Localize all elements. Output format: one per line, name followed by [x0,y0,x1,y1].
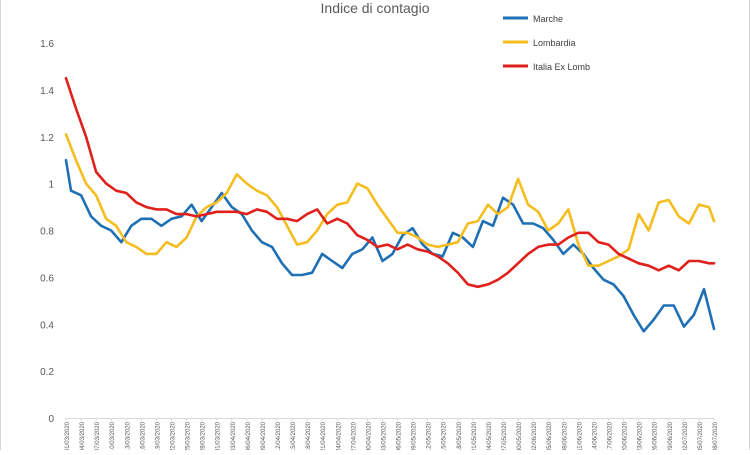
x-tick-label: 03/04/2020 [231,421,237,450]
y-tick-label: 1.6 [40,39,54,50]
x-axis: 01/03/2020 04/03/2020 07/03/2020 10/03/2020… [65,418,719,452]
x-tick-label: 05/06/2020 [547,421,553,450]
x-tick-label: 14/06/2020 [592,421,598,450]
x-tick-label: 23/06/2020 [638,421,644,450]
x-tick-label: 05/07/2020 [698,421,704,450]
chart-title: Indice di contagio [321,0,430,16]
y-tick-label: 0.8 [40,227,54,238]
x-tick-label: 24/05/2020 [487,421,493,450]
x-tick-label: 02/06/2020 [532,421,538,450]
y-tick-label: 0.6 [40,273,54,284]
x-tick-label: 06/04/2020 [246,421,252,450]
x-tick-label: 16/03/2020 [140,421,146,450]
x-tick-label: 03/05/2020 [381,421,387,450]
x-tick-label: 31/03/2020 [216,421,222,450]
x-tick-label: 30/05/2020 [517,421,523,450]
x-tick-label: 27/04/2020 [351,421,357,450]
series-line-marche [64,158,716,333]
x-tick-label: 08/07/2020 [713,421,719,450]
x-tick-label: 24/04/2020 [336,421,342,450]
x-tick-label: 15/05/2020 [442,421,448,450]
x-tick-label: 21/05/2020 [472,421,478,450]
x-tick-label: 26/06/2020 [653,421,659,450]
series-line-lombardia [64,133,716,267]
x-tick-label: 30/04/2020 [366,421,372,450]
x-tick-label: 17/06/2020 [608,421,614,450]
y-tick-label: 1.2 [40,133,54,144]
x-tick-label: 20/06/2020 [623,421,629,450]
series-line-italia-ex-lomb [64,76,716,289]
x-tick-label: 28/03/2020 [201,421,207,450]
x-tick-label: 13/03/2020 [125,421,131,450]
x-tick-label: 09/05/2020 [412,421,418,450]
y-tick-label: 0 [48,414,54,425]
x-tick-label: 11/06/2020 [577,421,583,450]
x-tick-label: 07/03/2020 [95,421,101,450]
y-axis: 0 0.2 0.4 0.6 0.8 1 1.2 1.4 1.6 [40,39,54,425]
x-tick-label: 02/07/2020 [683,421,689,450]
x-tick-label: 09/04/2020 [261,421,267,450]
x-tick-label: 29/06/2020 [668,421,674,450]
x-tick-label: 10/03/2020 [110,421,116,450]
x-tick-label: 06/05/2020 [397,421,403,450]
legend-label: Marche [533,14,563,24]
x-tick-label: 01/03/2020 [65,421,71,450]
y-tick-label: 0.2 [40,367,54,378]
x-tick-label: 12/04/2020 [276,421,282,450]
x-tick-label: 12/05/2020 [427,421,433,450]
x-tick-label: 18/05/2020 [457,421,463,450]
x-tick-label: 15/04/2020 [291,421,297,450]
x-tick-label: 21/04/2020 [321,421,327,450]
x-tick-label: 19/03/2020 [155,421,161,450]
x-tick-label: 22/03/2020 [170,421,176,450]
series-layer [64,76,716,333]
x-tick-label: 25/03/2020 [186,421,192,450]
y-tick-label: 1 [48,180,54,191]
legend: Marche Lombardia Italia Ex Lomb [503,14,590,72]
y-tick-label: 1.4 [40,86,54,97]
legend-label: Lombardia [533,38,576,48]
y-tick-label: 0.4 [40,320,54,331]
x-tick-label: 27/05/2020 [502,421,508,450]
x-tick-label: 04/03/2020 [80,421,86,450]
x-tick-label: 08/06/2020 [562,421,568,450]
x-tick-label: 18/04/2020 [306,421,312,450]
legend-label: Italia Ex Lomb [533,62,590,72]
